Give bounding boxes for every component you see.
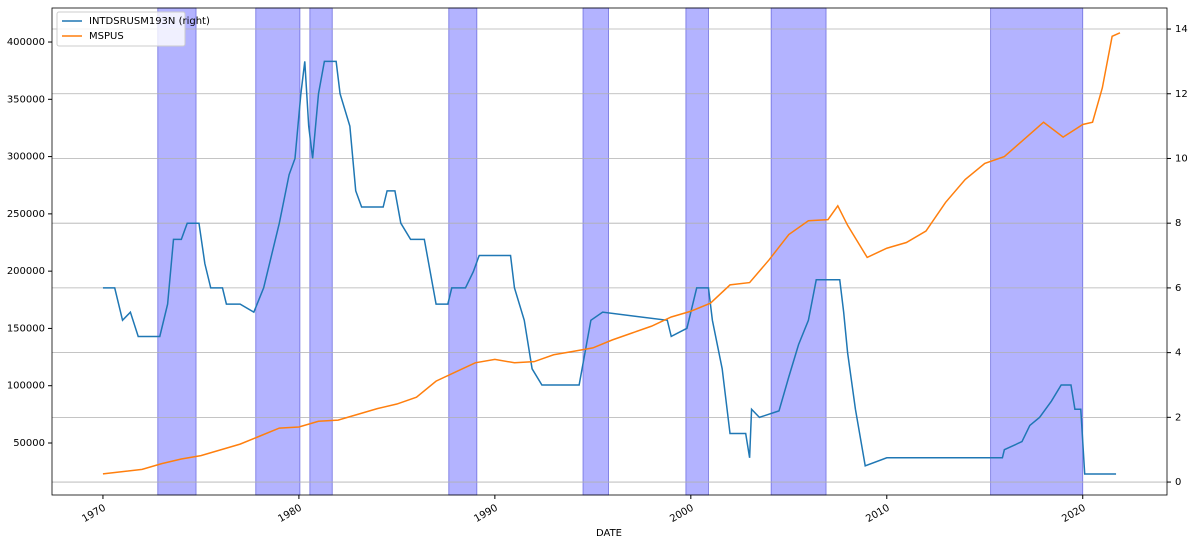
legend-label: INTDSRUSM193N (right) (89, 16, 210, 27)
x-tick-label: 2000 (668, 503, 696, 525)
y-tick-label: 300000 (7, 152, 45, 163)
x-tick-label: 2020 (1060, 503, 1088, 525)
x-tick-label: 1990 (472, 503, 500, 525)
y2-tick-label: 14 (1175, 24, 1188, 35)
series-line (102, 32, 1121, 475)
y-tick-label: 400000 (7, 37, 45, 48)
legend-box (56, 11, 186, 47)
legend-label: MSPUS (89, 31, 124, 42)
series-line (102, 60, 1117, 475)
y2-tick-label: 2 (1175, 412, 1181, 423)
y-tick-label: 350000 (7, 94, 45, 105)
shaded-span (448, 7, 478, 496)
plot-frame (51, 7, 1168, 496)
shaded-span (157, 7, 197, 496)
y-tick-label: 100000 (7, 381, 45, 392)
y-tick-label: 200000 (7, 266, 45, 277)
x-tick-label: 1970 (80, 503, 108, 525)
y-tick-label: 50000 (13, 438, 45, 449)
y2-tick-label: 12 (1175, 89, 1188, 100)
shaded-span (255, 7, 301, 496)
y2-tick-label: 4 (1175, 348, 1181, 359)
y2-tick-label: 8 (1175, 218, 1181, 229)
shaded-span (685, 7, 709, 496)
x-tick-label: 1980 (276, 503, 304, 525)
y2-tick-label: 6 (1175, 283, 1181, 294)
y-tick-label: 250000 (7, 209, 45, 220)
y2-tick-label: 10 (1175, 153, 1188, 164)
shaded-span (990, 7, 1084, 496)
x-tick-label: 2010 (864, 503, 892, 525)
shaded-span (770, 7, 827, 496)
shaded-span (582, 7, 609, 496)
x-axis-label: DATE (596, 528, 622, 539)
y2-tick-label: 0 (1175, 477, 1181, 488)
y-tick-label: 150000 (7, 323, 45, 334)
